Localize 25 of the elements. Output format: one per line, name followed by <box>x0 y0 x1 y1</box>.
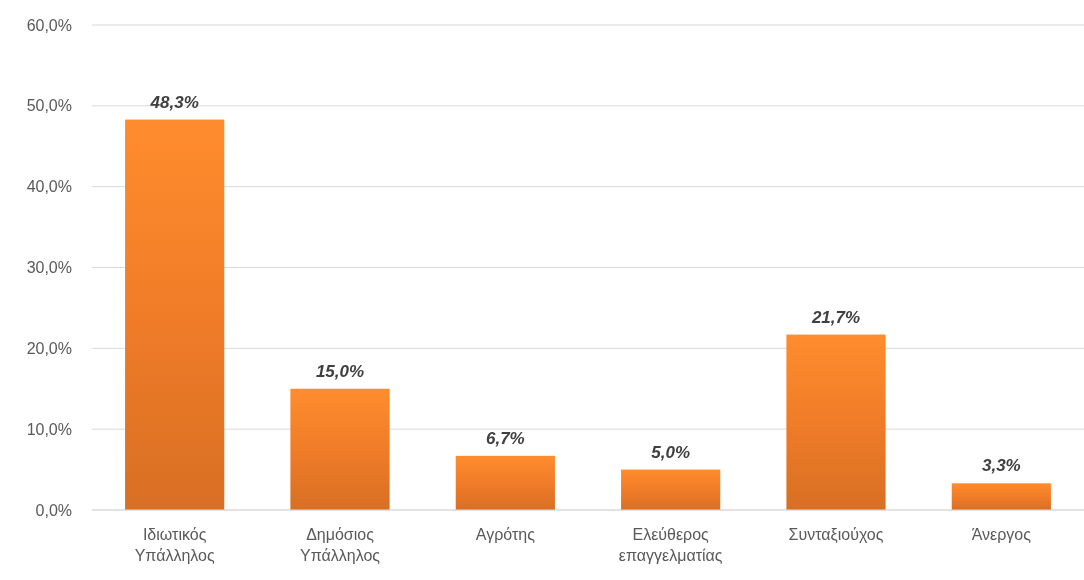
x-tick-label: Δημόσιος Υπάλληλος <box>300 526 381 564</box>
y-tick-label: 50,0% <box>26 97 72 115</box>
y-tick-label: 60,0% <box>26 16 72 34</box>
y-tick-label: 20,0% <box>26 339 72 357</box>
x-tick-label: Συνταξιούχος <box>788 526 884 544</box>
data-label: 21,7% <box>810 307 861 327</box>
bar <box>786 334 886 510</box>
y-tick-label: 40,0% <box>26 178 72 196</box>
x-tick-label: Ελεύθερος επαγγελματίας <box>618 526 723 564</box>
y-tick-label: 0,0% <box>35 501 72 519</box>
data-label: 3,3% <box>981 456 1021 476</box>
bar <box>290 388 390 510</box>
data-label: 15,0% <box>315 361 365 381</box>
bar <box>621 469 721 510</box>
bar <box>951 483 1051 510</box>
data-label: 6,7% <box>485 428 525 448</box>
y-tick-label: 30,0% <box>26 259 72 277</box>
x-tick-label: Άνεργος <box>971 526 1032 543</box>
y-tick-label: 10,0% <box>26 420 72 438</box>
data-label: 5,0% <box>651 442 691 462</box>
bar <box>455 455 555 510</box>
bar <box>125 119 225 510</box>
data-label: 48,3% <box>149 92 199 112</box>
x-tick-label: Αγρότης <box>475 526 536 543</box>
x-tick-label: Ιδιωτικός Υπάλληλος <box>134 526 215 564</box>
